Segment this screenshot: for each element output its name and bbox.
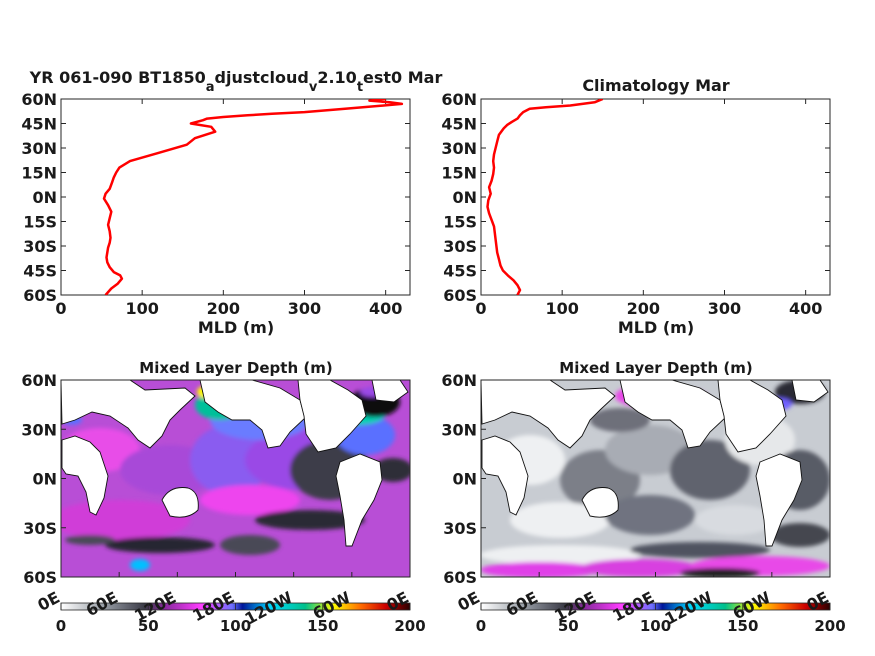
panel-c-colorbar-label: 200 (394, 617, 425, 635)
panel-b-xtick-label: 100 (545, 299, 578, 318)
panel-c-ytick-label: 0N (32, 470, 57, 489)
panel-c-xtick-label: 60E (83, 588, 121, 620)
panel-b-ytick-label: 45S (443, 262, 477, 281)
panel-b-ytick-label: 0N (452, 188, 477, 207)
panel-a-xtick-label: 100 (125, 299, 158, 318)
panel-c-ytick-label: 30N (21, 420, 57, 439)
panel-a-ytick-label: 15N (21, 164, 57, 183)
panel-b-series-line (486, 99, 604, 295)
panel-d-ytick-label: 30S (443, 519, 477, 538)
panel-b-xtick-label: 0 (475, 299, 486, 318)
panel-b-xlabel: MLD (m) (618, 318, 694, 337)
panel-b-ytick-label: 30N (441, 139, 477, 158)
panel-a-title: YR 061-090 BT1850adjustcloudv2.10test0 M… (29, 68, 443, 95)
panel-a-series-line (102, 99, 404, 295)
panel-a-xtick-label: 400 (369, 299, 402, 318)
panel-c-colorbar-label: 100 (220, 617, 251, 635)
panel-a-axes (60, 98, 411, 296)
panel-a-ytick-label: 30N (21, 139, 57, 158)
panel-a-xtick-label: 0 (55, 299, 66, 318)
panel-b-ytick-label: 15N (441, 164, 477, 183)
panel-b-ytick-label: 60S (443, 286, 477, 305)
panel-d-colorbar-label: 50 (558, 617, 579, 635)
panel-d-colorbar-label: 150 (727, 617, 758, 635)
panel-a-xtick-label: 300 (288, 299, 321, 318)
panel-b-ytick-label: 60N (441, 90, 477, 109)
panel-c-field (61, 380, 410, 577)
panel-d-xtick-label: 0E (454, 588, 482, 615)
panel-a-xlabel: MLD (m) (198, 318, 274, 337)
panel-b-xtick-label: 400 (789, 299, 822, 318)
panel-d-ytick-label: 30N (441, 420, 477, 439)
panel-d-ytick-label: 0N (452, 470, 477, 489)
panel-d-land (481, 380, 829, 547)
panel-d-xtick-label: 60E (503, 588, 541, 620)
panel-c-xtick-label: 0E (34, 588, 62, 615)
panel-c-colorbar-label: 0 (56, 617, 66, 635)
panel-c-land (61, 380, 409, 547)
panel-d-field (481, 380, 830, 577)
panel-a-ytick-label: 45N (21, 115, 57, 134)
panel-a-ytick-label: 60S (23, 286, 57, 305)
panel-d-ytick-label: 60N (441, 371, 477, 390)
panel-c-colorbar-label: 150 (307, 617, 338, 635)
panel-a-ytick-label: 15S (23, 213, 57, 232)
panel-c-ytick-label: 60S (23, 568, 57, 587)
panel-b-axes (480, 98, 831, 296)
panel-b-ytick-label: 15S (443, 213, 477, 232)
panel-d-title: Mixed Layer Depth (m) (559, 359, 752, 377)
panel-a-xtick-label: 200 (207, 299, 240, 318)
panel-b-xtick-label: 300 (708, 299, 741, 318)
panel-b-ytick-label: 30S (443, 237, 477, 256)
panel-d-colorbar-label: 0 (476, 617, 486, 635)
panel-c-ytick-label: 30S (23, 519, 57, 538)
panel-c-ytick-label: 60N (21, 371, 57, 390)
panel-d-xtick-label: 0E (803, 588, 831, 615)
panel-d-ytick-label: 60S (443, 568, 477, 587)
panel-c-title: Mixed Layer Depth (m) (139, 359, 332, 377)
panel-a-ytick-label: 0N (32, 188, 57, 207)
panel-a-ytick-label: 30S (23, 237, 57, 256)
panel-a-ytick-label: 60N (21, 90, 57, 109)
panel-c-xtick-label: 0E (383, 588, 411, 615)
panel-d-colorbar-label: 200 (814, 617, 845, 635)
panel-b-title: Climatology Mar (582, 76, 729, 95)
panel-b-xtick-label: 200 (627, 299, 660, 318)
panel-a-ytick-label: 45S (23, 262, 57, 281)
panel-b-ytick-label: 45N (441, 115, 477, 134)
panel-c-colorbar-label: 50 (138, 617, 159, 635)
panel-d-colorbar-label: 100 (640, 617, 671, 635)
